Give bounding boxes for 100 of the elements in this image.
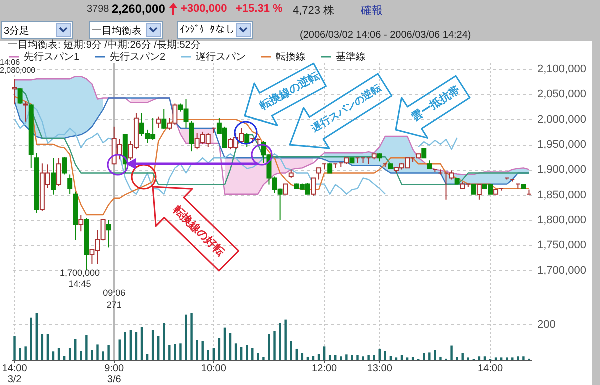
bar bbox=[296, 348, 298, 360]
y-tick-label: 1,700,000 bbox=[538, 264, 586, 277]
candlestick bbox=[162, 108, 167, 130]
bar bbox=[428, 352, 431, 360]
bar bbox=[152, 330, 154, 360]
x-tick-label: 14:00 bbox=[478, 364, 504, 374]
bar bbox=[257, 353, 260, 360]
bar bbox=[279, 323, 282, 360]
bar bbox=[517, 356, 520, 360]
bar bbox=[140, 327, 144, 360]
text: 3798 bbox=[87, 4, 110, 15]
bar bbox=[373, 355, 376, 360]
legend-label: 先行スパン2 bbox=[110, 51, 166, 63]
annotation: 雲ー抵抗帯 bbox=[409, 83, 463, 124]
annotation: 転換線の好転 bbox=[170, 202, 228, 259]
bar bbox=[118, 340, 121, 360]
bar bbox=[19, 348, 22, 360]
bar bbox=[484, 356, 486, 360]
bar bbox=[30, 318, 32, 360]
x-tick-label: 12:00 bbox=[312, 364, 338, 374]
candlestick bbox=[422, 148, 427, 159]
bar bbox=[390, 356, 392, 360]
bar bbox=[185, 314, 188, 360]
bar bbox=[234, 344, 238, 360]
select-field: ｲﾝｼﾞｹｰﾀなし bbox=[177, 21, 253, 39]
annotation: 2,080,000 bbox=[0, 66, 36, 75]
x-tick-label: 13:00 bbox=[367, 364, 393, 374]
bar bbox=[96, 344, 99, 360]
bar bbox=[368, 355, 370, 360]
candlestick bbox=[244, 132, 250, 148]
candlestick bbox=[328, 162, 333, 174]
bar bbox=[218, 338, 221, 360]
text: +300,000 bbox=[181, 3, 228, 15]
candlestick bbox=[283, 184, 288, 195]
bar bbox=[80, 351, 82, 360]
candlestick bbox=[56, 158, 62, 187]
legend-label: 基準線 bbox=[336, 51, 366, 63]
ref-line-label: 09:06 bbox=[103, 288, 126, 298]
annotation: 271 bbox=[106, 300, 122, 310]
candlestick bbox=[23, 101, 28, 122]
legend-title: 一目均衡表: 短期:9分 /中期:26分 /長期:52分 bbox=[8, 39, 201, 51]
bar bbox=[274, 331, 276, 360]
text: 確報 bbox=[361, 4, 383, 18]
x-tick-label: 10:00 bbox=[201, 364, 227, 374]
bar bbox=[63, 356, 66, 360]
candlestick bbox=[476, 184, 482, 200]
y-tick-label: 2,100,000 bbox=[538, 64, 586, 76]
y-tick-label: 2,000,000 bbox=[538, 114, 586, 126]
x-tick-label: 14:00 3/2 bbox=[2, 364, 28, 385]
annotation: 転換線の逆転 bbox=[256, 69, 322, 113]
bar bbox=[74, 339, 77, 360]
bar bbox=[262, 357, 265, 360]
bar bbox=[163, 323, 166, 360]
bar bbox=[351, 355, 354, 360]
bar bbox=[312, 356, 315, 360]
legend-label: 先行スパン1 bbox=[24, 51, 80, 63]
y-tick-label: 1,750,000 bbox=[538, 240, 586, 252]
bar bbox=[224, 328, 226, 360]
bar bbox=[14, 336, 16, 360]
y-tick-label: 200 bbox=[538, 318, 556, 331]
bar bbox=[456, 357, 458, 360]
bar bbox=[58, 348, 60, 360]
bar bbox=[196, 340, 198, 360]
bar bbox=[340, 356, 342, 360]
bar bbox=[323, 346, 326, 360]
candlestick bbox=[156, 116, 162, 129]
bar bbox=[46, 334, 50, 360]
candlestick bbox=[12, 78, 18, 105]
bar bbox=[356, 355, 359, 360]
bar bbox=[180, 344, 182, 360]
candlestick bbox=[51, 158, 56, 196]
candlestick bbox=[311, 178, 316, 196]
bar bbox=[462, 353, 464, 360]
candlestick bbox=[106, 220, 112, 248]
bar bbox=[108, 345, 110, 360]
annotation: 14:45 bbox=[68, 279, 92, 289]
y-tick-label: 1,950,000 bbox=[538, 139, 586, 152]
bar bbox=[284, 320, 287, 360]
annotation: 1,700,000 bbox=[60, 268, 100, 278]
chart-subtitle: (2006/03/02 14:06 - 2006/03/06 14:24) bbox=[300, 30, 472, 41]
x-tick-label: 9:00 3/6 bbox=[104, 364, 125, 385]
bar bbox=[102, 352, 104, 360]
bar bbox=[52, 352, 55, 360]
legend-label: 遅行スパン bbox=[196, 51, 246, 63]
candlestick bbox=[18, 88, 23, 105]
y-tick-label: 1,850,000 bbox=[538, 189, 586, 202]
bar bbox=[135, 332, 138, 360]
bar bbox=[86, 335, 88, 360]
bar bbox=[522, 356, 525, 360]
bar bbox=[168, 345, 171, 360]
text: 4,723 株 bbox=[293, 4, 335, 18]
select-field: 一目均衡表 bbox=[89, 21, 163, 39]
bar bbox=[246, 345, 248, 360]
bar bbox=[41, 334, 44, 360]
bar bbox=[301, 353, 304, 360]
bar bbox=[190, 313, 193, 360]
bar bbox=[157, 336, 160, 360]
select-field: 3分足 bbox=[1, 21, 73, 39]
bar bbox=[130, 330, 132, 360]
candlestick bbox=[68, 174, 73, 195]
